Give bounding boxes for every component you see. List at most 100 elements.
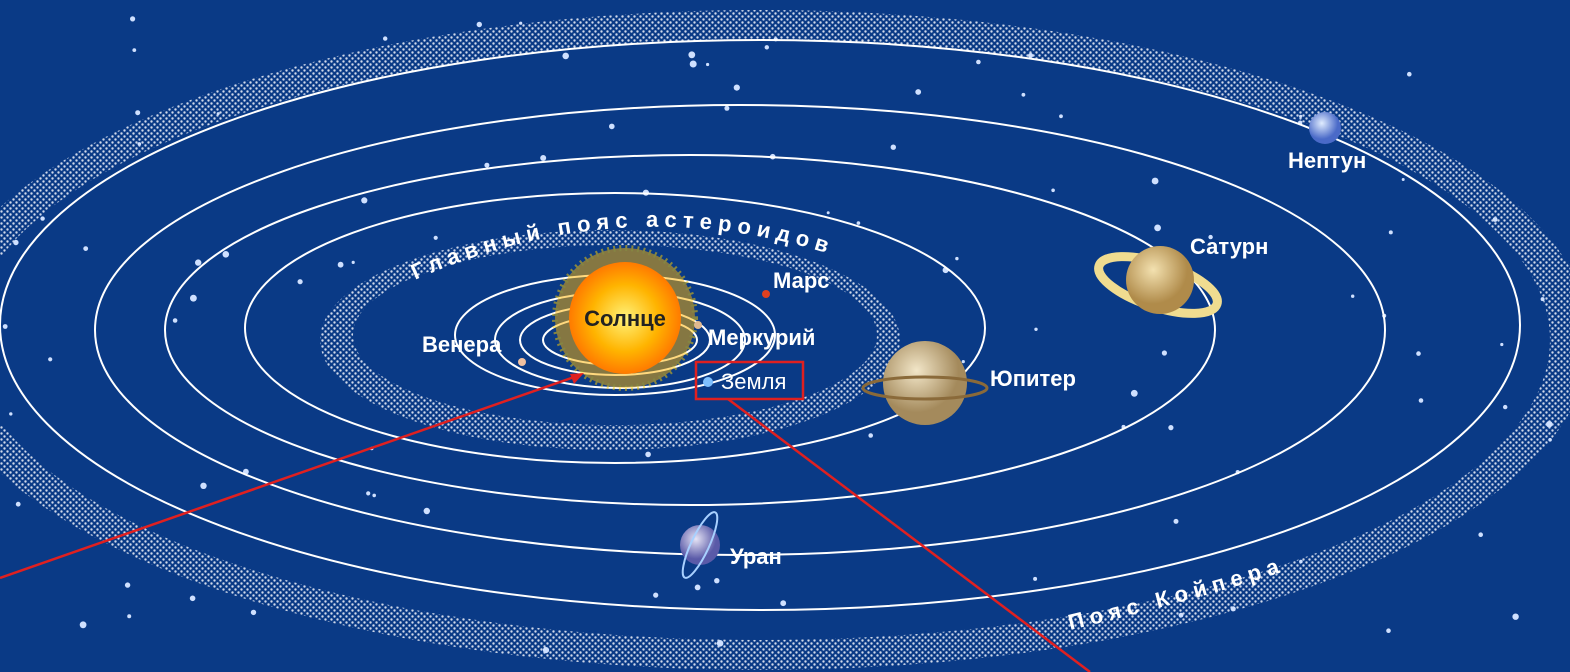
star [891,145,896,150]
star [48,357,52,361]
star [706,63,709,66]
venus [518,358,526,366]
star [1546,421,1552,427]
star [1351,295,1354,298]
star [645,452,651,458]
star [1512,614,1518,620]
star [125,582,130,587]
star [688,51,695,58]
star [717,640,724,647]
star [714,578,719,583]
earth [703,377,713,387]
star [690,61,697,68]
star [3,324,8,329]
star [1407,72,1412,77]
star [298,279,303,284]
star [1131,390,1138,397]
neptune [1309,112,1341,144]
star [1034,328,1037,331]
star [1386,628,1391,633]
star [132,48,136,52]
star [1548,438,1552,442]
mars [762,290,770,298]
star [1152,178,1159,185]
mars-label: Марс [773,268,830,293]
star [352,261,355,264]
star [173,318,178,323]
star [868,433,873,438]
star [765,45,769,49]
star [1051,189,1055,193]
star [338,262,344,268]
star [1033,577,1037,581]
star [1154,225,1161,232]
star [1389,230,1393,234]
star [195,259,201,265]
star [827,211,830,214]
star [1174,519,1179,524]
star [1028,53,1033,58]
star [1541,297,1545,301]
earth-label: Земля [721,369,786,394]
star [251,610,256,615]
star [200,483,206,489]
star [1231,606,1236,611]
sun-label: Солнце [584,306,666,331]
star [1162,350,1167,355]
star [1168,425,1173,430]
star [915,89,921,95]
star [361,197,367,203]
uranus-label: Уран [730,544,782,569]
page: Главный пояс астероидов Пояс Койпера Сол… [0,0,1570,672]
star [424,508,430,514]
star [1419,398,1424,403]
mercury [694,321,702,329]
star [130,16,135,21]
star [1402,178,1405,181]
star [780,600,786,606]
star [1478,532,1483,537]
star [653,593,658,598]
star [519,22,522,25]
jupiter-label: Юпитер [990,366,1076,391]
star [695,585,701,591]
star [83,246,88,251]
star [477,22,482,27]
star [543,647,549,653]
star [16,502,21,507]
star [1503,405,1507,409]
star [1179,613,1184,618]
venus-label: Венера [422,332,502,357]
star [190,596,196,602]
star [138,142,142,146]
star [1416,351,1421,356]
star [127,614,131,618]
solar-system-diagram: Главный пояс астероидов Пояс Койпера Сол… [0,0,1570,672]
saturn-label: Сатурн [1190,234,1268,259]
star [976,60,981,65]
star [1299,560,1303,564]
star [540,155,546,161]
star [383,36,387,40]
star [484,163,489,168]
star [366,491,370,495]
star [223,251,230,258]
star [80,621,87,628]
star [955,257,958,260]
star [962,360,965,363]
star [562,53,569,60]
star [135,110,140,115]
star [734,85,740,91]
star [857,221,861,225]
star [609,124,615,130]
star [190,295,197,302]
star [434,236,438,240]
mercury-label: Меркурий [708,325,815,350]
star [40,216,44,220]
star [1500,343,1503,346]
star [372,494,376,498]
star [1493,217,1498,222]
star [1299,115,1302,118]
star [724,106,729,111]
star [9,412,12,415]
